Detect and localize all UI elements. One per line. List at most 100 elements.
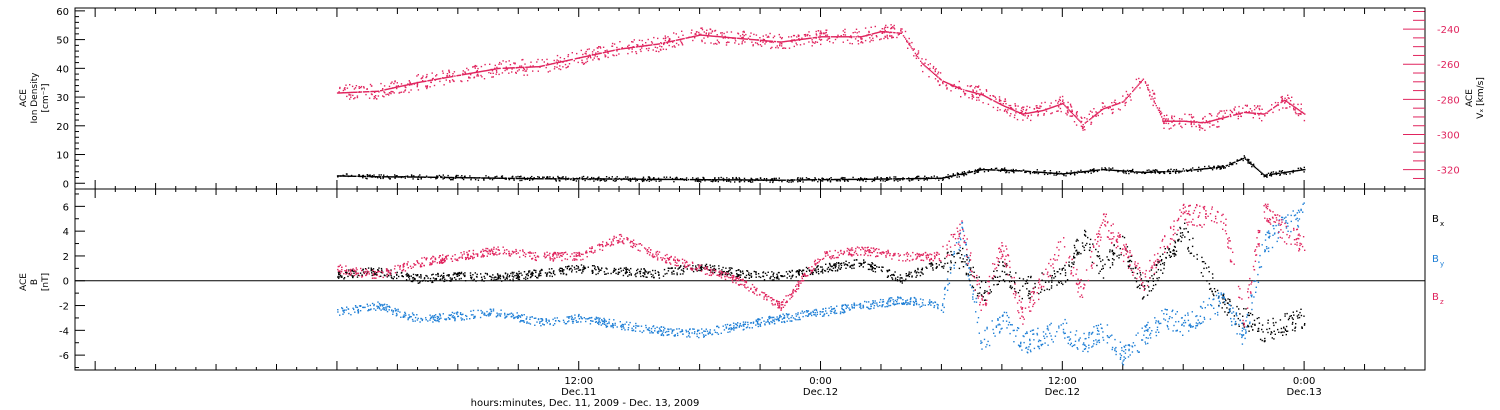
data-point [1206, 121, 1208, 123]
data-point [595, 178, 597, 181]
data-point [583, 178, 585, 180]
data-point [563, 58, 566, 60]
data-point [958, 87, 961, 89]
data-point [1144, 82, 1147, 84]
data-point [844, 177, 846, 179]
data-point [842, 34, 845, 36]
data-point [1124, 104, 1126, 107]
data-point [753, 39, 755, 41]
data-point [1180, 171, 1182, 173]
data-point [1267, 322, 1269, 324]
data-point [420, 274, 422, 276]
data-point [739, 274, 741, 276]
data-point [993, 270, 995, 272]
data-point [1295, 112, 1297, 115]
data-point [742, 179, 744, 181]
data-point [1254, 324, 1256, 326]
data-point [917, 57, 920, 59]
data-point [452, 176, 454, 179]
data-point [764, 40, 766, 42]
data-point [1162, 253, 1164, 255]
data-point [1029, 112, 1032, 114]
data-point [1015, 169, 1017, 171]
data-point [1151, 89, 1154, 92]
data-point [929, 63, 931, 65]
data-point [1216, 167, 1219, 169]
data-point [738, 178, 741, 180]
data-point [1238, 113, 1240, 115]
data-point [592, 271, 594, 274]
data-point [970, 274, 972, 276]
data-point [1173, 245, 1176, 248]
data-point [641, 47, 643, 49]
data-point [992, 95, 994, 97]
data-point [353, 175, 355, 177]
data-point [815, 33, 817, 35]
data-point [750, 179, 752, 181]
data-point [727, 271, 730, 273]
data-point [666, 42, 669, 44]
data-point [1242, 157, 1245, 160]
data-point [1071, 115, 1074, 117]
data-point [855, 178, 857, 181]
data-point [501, 175, 504, 177]
data-point [837, 34, 839, 36]
data-point [468, 72, 471, 75]
data-point [736, 276, 738, 278]
data-point [735, 37, 737, 39]
data-point [661, 178, 664, 181]
data-point [1102, 277, 1105, 279]
data-point [1237, 117, 1239, 120]
data-point [512, 280, 514, 282]
data-point [755, 273, 757, 276]
data-point [814, 269, 816, 272]
data-point [772, 41, 774, 44]
data-point [907, 47, 909, 49]
data-point [1222, 165, 1224, 167]
data-point [626, 268, 629, 270]
data-point [671, 271, 673, 274]
data-point [1005, 263, 1008, 265]
data-point [1036, 105, 1038, 107]
data-point [1114, 169, 1117, 172]
data-point [1097, 255, 1099, 258]
data-point [1092, 171, 1095, 173]
data-point [1254, 166, 1256, 169]
data-point [581, 61, 583, 64]
data-point [805, 177, 808, 179]
data-point [725, 179, 727, 181]
data-point [1191, 121, 1193, 123]
data-point [571, 265, 573, 267]
data-point [1019, 112, 1021, 114]
data-point [821, 269, 824, 271]
data-point [814, 36, 816, 39]
data-point [1261, 108, 1263, 110]
data-point [497, 274, 499, 276]
data-point [924, 65, 926, 67]
data-point [709, 28, 711, 30]
data-point [451, 76, 453, 78]
data-point [529, 65, 532, 67]
data-point [695, 267, 697, 269]
data-point [513, 62, 515, 64]
data-point [386, 88, 388, 90]
data-point [904, 279, 906, 282]
data-point [808, 179, 810, 181]
data-point [380, 176, 382, 178]
data-point [712, 179, 715, 181]
data-point [1198, 168, 1201, 171]
data-point [1048, 107, 1050, 110]
data-point [496, 273, 499, 275]
data-point [798, 180, 800, 182]
data-point [696, 35, 698, 37]
data-point [946, 87, 948, 89]
data-point [744, 38, 747, 40]
data-point [1141, 79, 1144, 82]
data-point [583, 268, 585, 271]
data-point [1271, 104, 1273, 106]
data-point [751, 178, 754, 181]
data-point [703, 34, 706, 37]
data-point [618, 271, 621, 274]
data-point [459, 74, 461, 76]
